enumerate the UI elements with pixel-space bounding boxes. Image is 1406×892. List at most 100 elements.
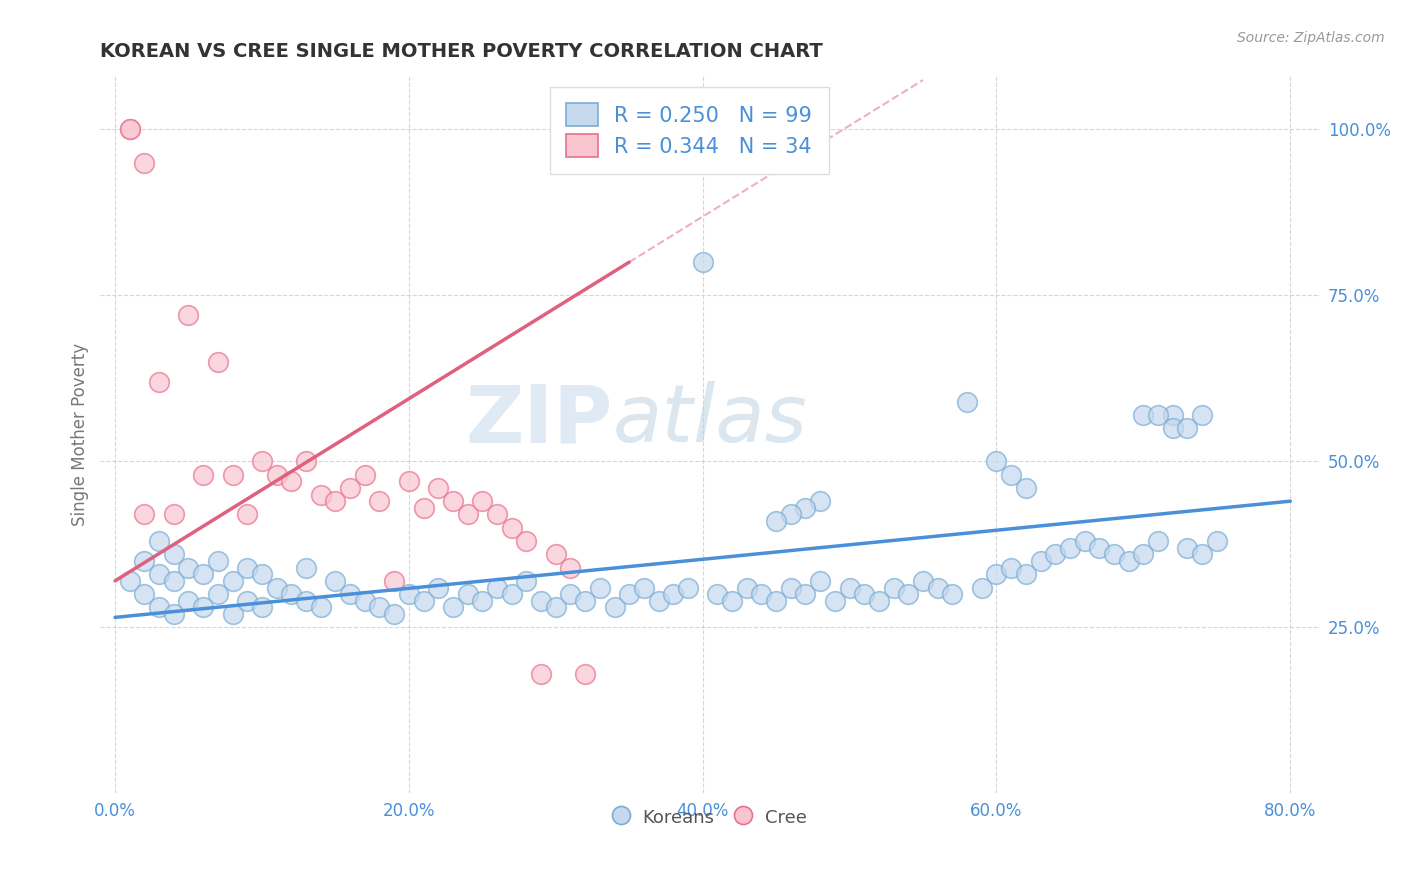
Point xyxy=(412,594,434,608)
Point xyxy=(250,567,273,582)
Point xyxy=(1102,547,1125,561)
Y-axis label: Single Mother Poverty: Single Mother Poverty xyxy=(72,343,89,526)
Point xyxy=(118,574,141,588)
Point xyxy=(163,547,186,561)
Point xyxy=(309,600,332,615)
Text: Source: ZipAtlas.com: Source: ZipAtlas.com xyxy=(1237,31,1385,45)
Point xyxy=(236,594,259,608)
Point xyxy=(560,560,582,574)
Point xyxy=(266,581,288,595)
Point xyxy=(853,587,876,601)
Point xyxy=(325,494,347,508)
Point xyxy=(1161,408,1184,422)
Point xyxy=(721,594,744,608)
Point xyxy=(779,508,801,522)
Point xyxy=(808,494,831,508)
Text: ZIP: ZIP xyxy=(465,382,613,459)
Text: KOREAN VS CREE SINGLE MOTHER POVERTY CORRELATION CHART: KOREAN VS CREE SINGLE MOTHER POVERTY COR… xyxy=(100,42,823,61)
Point xyxy=(177,308,200,322)
Point xyxy=(1132,408,1154,422)
Point xyxy=(1088,541,1111,555)
Point xyxy=(897,587,920,601)
Point xyxy=(647,594,669,608)
Point xyxy=(309,487,332,501)
Point xyxy=(986,454,1008,468)
Point xyxy=(221,607,243,621)
Point xyxy=(765,594,787,608)
Point xyxy=(1000,467,1022,482)
Point xyxy=(353,467,375,482)
Point xyxy=(193,567,215,582)
Point xyxy=(1073,534,1095,549)
Point xyxy=(134,155,156,169)
Point xyxy=(1059,541,1081,555)
Point xyxy=(1191,408,1213,422)
Point xyxy=(207,355,229,369)
Point xyxy=(530,666,553,681)
Point xyxy=(603,600,626,615)
Point xyxy=(398,587,420,601)
Point xyxy=(250,454,273,468)
Point xyxy=(295,454,318,468)
Point xyxy=(193,467,215,482)
Point xyxy=(207,554,229,568)
Point xyxy=(501,587,523,601)
Point xyxy=(1132,547,1154,561)
Point xyxy=(485,581,508,595)
Point xyxy=(339,587,361,601)
Point xyxy=(941,587,963,601)
Point xyxy=(412,500,434,515)
Point xyxy=(457,587,479,601)
Point xyxy=(808,574,831,588)
Point xyxy=(368,494,391,508)
Point xyxy=(280,475,302,489)
Point xyxy=(911,574,934,588)
Point xyxy=(986,567,1008,582)
Point xyxy=(325,574,347,588)
Point xyxy=(1205,534,1227,549)
Point xyxy=(1177,421,1199,435)
Point xyxy=(794,587,817,601)
Point xyxy=(250,600,273,615)
Point xyxy=(1015,567,1038,582)
Point xyxy=(368,600,391,615)
Point xyxy=(353,594,375,608)
Point xyxy=(794,500,817,515)
Point xyxy=(134,508,156,522)
Point xyxy=(838,581,860,595)
Point xyxy=(1045,547,1067,561)
Point xyxy=(1015,481,1038,495)
Point xyxy=(382,574,405,588)
Point xyxy=(295,560,318,574)
Point xyxy=(1147,534,1170,549)
Point xyxy=(134,587,156,601)
Point xyxy=(751,587,773,601)
Point xyxy=(471,594,494,608)
Point xyxy=(134,554,156,568)
Point xyxy=(148,600,170,615)
Point xyxy=(735,581,758,595)
Point xyxy=(619,587,641,601)
Point xyxy=(163,574,186,588)
Point xyxy=(560,587,582,601)
Point xyxy=(1029,554,1052,568)
Point xyxy=(280,587,302,601)
Point xyxy=(148,534,170,549)
Point xyxy=(221,574,243,588)
Text: atlas: atlas xyxy=(613,382,807,459)
Point xyxy=(706,587,728,601)
Point xyxy=(589,581,612,595)
Point xyxy=(544,600,567,615)
Point xyxy=(163,508,186,522)
Point xyxy=(501,521,523,535)
Point xyxy=(530,594,553,608)
Point xyxy=(1161,421,1184,435)
Point xyxy=(471,494,494,508)
Point xyxy=(441,600,464,615)
Point xyxy=(266,467,288,482)
Point xyxy=(295,594,318,608)
Point xyxy=(221,467,243,482)
Point xyxy=(427,481,450,495)
Point xyxy=(883,581,905,595)
Legend: Koreans, Cree: Koreans, Cree xyxy=(606,800,814,835)
